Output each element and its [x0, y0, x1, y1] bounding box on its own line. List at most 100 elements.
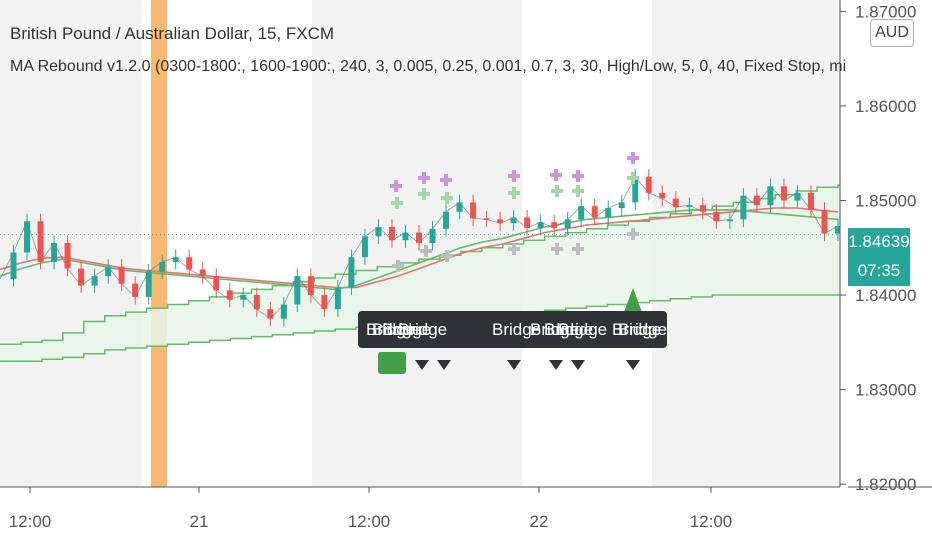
session-shade [0, 0, 142, 487]
candle-body [307, 276, 314, 296]
candle-body [537, 222, 544, 228]
chart-title: British Pound / Australian Dollar, 15, F… [10, 24, 335, 43]
candle-body [821, 209, 828, 234]
candle-body [470, 202, 477, 219]
signal-cross [550, 169, 562, 181]
bridge-label: Bridge [398, 320, 448, 339]
signal-cross [572, 170, 584, 182]
signal-cross [551, 243, 563, 255]
candle-body [835, 226, 841, 234]
x-tick-label: 12:00 [690, 512, 733, 531]
signal-cross [441, 192, 453, 204]
signal-cross [508, 243, 520, 255]
signal-cross [508, 170, 520, 182]
candle-body [753, 195, 760, 206]
candle-body [24, 221, 31, 253]
candle-body [605, 208, 612, 218]
candle-body [118, 266, 125, 284]
signal-cross [391, 197, 403, 209]
candle-body [10, 252, 17, 279]
candle-body [551, 222, 558, 228]
study-legend[interactable]: MA Rebound v1.2.0 (0300-1800:, 1600-1900… [10, 58, 847, 75]
y-tick-label: 1.83000 [855, 381, 916, 400]
candle-body [713, 211, 720, 222]
last-price-label: 1.84639 [848, 228, 910, 256]
bridge-arrow [507, 360, 521, 370]
signal-cross [390, 180, 402, 192]
entry-marker [378, 352, 406, 374]
signal-cross [441, 250, 453, 262]
candle-body [91, 276, 98, 286]
candle-body [334, 287, 341, 310]
candle-body [186, 257, 193, 270]
signal-cross [627, 172, 639, 184]
candle-body [213, 276, 220, 291]
candle-body [578, 206, 585, 220]
highlight-bar [151, 0, 167, 487]
candle-body [429, 228, 436, 244]
candle-body [64, 243, 71, 269]
signal-cross [418, 188, 430, 200]
bar-countdown-label: 07:35 [848, 256, 910, 286]
candle-body [591, 206, 598, 218]
candle-body [199, 269, 206, 277]
ma-red-line [0, 207, 839, 289]
y-tick-label: 1.86000 [855, 97, 916, 116]
x-tick-label: 22 [530, 512, 549, 531]
candle-body [645, 176, 652, 193]
bridge-label: Bridge [366, 320, 416, 339]
candle-body [794, 192, 801, 201]
candle-body [280, 304, 287, 319]
candle-body [699, 205, 706, 212]
candle-body [632, 176, 639, 203]
buy-triangle [624, 288, 642, 312]
bridge-label: Bridge [530, 320, 580, 339]
bridge-arrow [571, 360, 585, 370]
candle-body [132, 283, 139, 297]
bridge-arrow [549, 360, 563, 370]
signal-cross [572, 243, 584, 255]
candle-body [348, 257, 355, 288]
signal-cross [440, 174, 452, 186]
candle-body [672, 198, 679, 208]
signal-cross [420, 245, 432, 257]
candle-body [321, 295, 328, 310]
candle-body [740, 195, 747, 220]
bridge-arrow [415, 360, 429, 370]
bridge-label: Bridge [544, 320, 594, 339]
bridge-label: Bridge [382, 320, 432, 339]
x-tick-label: 12:00 [9, 512, 52, 531]
candle-body [497, 219, 504, 224]
candle-body [37, 221, 44, 262]
candle-body [726, 219, 733, 222]
candle-body [51, 243, 58, 262]
candle-body [524, 217, 531, 228]
signal-cross [627, 228, 639, 240]
candle-body [159, 261, 166, 272]
y-tick-label: 1.85000 [855, 191, 916, 210]
candle-body [240, 295, 247, 300]
candle-body [767, 186, 774, 206]
bridge-arrow [626, 360, 640, 370]
candle-body [659, 192, 666, 199]
session-shade [312, 0, 522, 487]
signal-cross [418, 172, 430, 184]
candle-body [780, 186, 787, 201]
bridge-label: Bridge [618, 320, 667, 339]
y-tick-label: 1.84000 [855, 286, 916, 305]
candle-body [618, 202, 625, 209]
x-tick-label: 12:00 [348, 512, 391, 531]
candle-body [456, 202, 463, 212]
candle-body [686, 205, 693, 208]
signal-cross [627, 152, 639, 164]
currency-button[interactable]: AUD [870, 19, 914, 47]
candle-body [375, 226, 382, 237]
candle-body [294, 276, 301, 305]
bridge-label: Bridge [558, 320, 608, 339]
candle-body [253, 295, 260, 310]
bridge-tooltip: Bridge Bridge Bridge Bridge Bridge Bridg… [358, 311, 667, 348]
y-tick-label: 1.82000 [855, 475, 916, 494]
candle-body [807, 192, 814, 210]
